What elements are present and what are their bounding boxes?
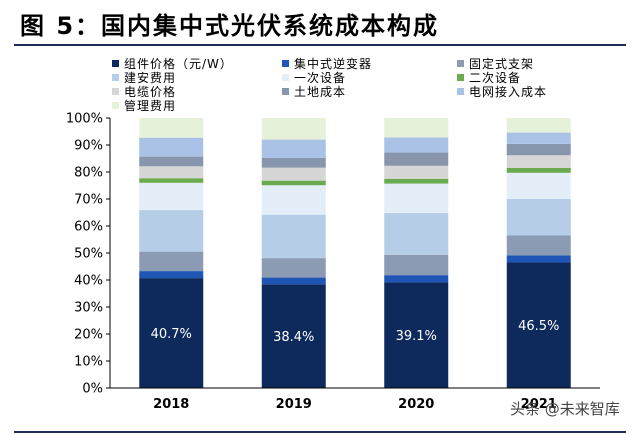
bar-segment [384,183,449,214]
bar-segment [384,137,449,153]
title-divider [14,44,626,46]
legend-label: 一次设备 [294,70,347,85]
legend-item: 电网接入成本 [457,84,548,99]
bar-segment [384,254,449,276]
y-tick-label: 90% [74,139,103,154]
legend-item: 集中式逆变器 [282,56,373,71]
bar-stacks: 40.7% 38.4% 39.1% 46.5% [139,118,571,388]
y-tick-label: 30% [74,301,103,316]
legend-label: 电网接入成本 [469,84,548,99]
bar-segment [261,139,326,158]
bar-segment [384,282,449,388]
y-tick-label: 80% [74,166,103,181]
bar-segment [384,178,449,184]
bar-segment [261,185,326,215]
legend-swatch [457,73,464,81]
legend-swatch [282,87,289,95]
bar-segment [139,251,204,272]
bar-segment [506,199,571,236]
bottom-divider [14,431,626,433]
bar-segment [506,118,571,133]
bar-segment [139,278,204,388]
bar-segment [261,214,326,259]
data-label: 39.1% [396,329,437,344]
bar-segment [506,262,571,388]
legend-swatch [282,73,289,81]
figure-title: 图 5：国内集中式光伏系统成本构成 [20,12,440,40]
legend-label: 电缆价格 [124,84,177,99]
data-label: 40.7% [151,327,192,342]
y-axis: 0% 10% 20% 30% 40% 50% 60% 70% 80% 90% 100% [66,112,111,397]
legend-item: 管理费用 [112,98,177,113]
watermark-text: 头条 @未来智库 [510,400,620,418]
bar-segment [506,235,571,256]
bar-segment [506,132,571,144]
bar-segment [384,165,449,179]
legend-swatch [112,87,119,95]
legend-swatch [112,73,119,81]
bar-segment [261,284,326,388]
legend-item: 一次设备 [282,70,347,85]
data-label: 38.4% [273,330,314,345]
legend-swatch [457,59,464,67]
bar-segment [139,118,204,138]
bar-segment [139,182,204,211]
data-label: 46.5% [518,319,559,334]
bar-segment [261,167,326,181]
chart-legend: 组件价格（元/W） 集中式逆变器 固定式支架建安费用 一次设备 二次设备电缆价格 土地成本… [112,56,632,113]
bar-segment [384,118,449,138]
legend-label: 二次设备 [469,70,522,85]
legend-item: 固定式支架 [457,56,535,71]
legend-label: 集中式逆变器 [294,56,373,71]
bar-segment [139,271,204,279]
legend-label: 管理费用 [124,98,177,113]
bar-segment [139,210,204,252]
bar-segment [139,156,204,167]
bar-segment [261,157,326,168]
y-tick-label: 10% [74,355,103,370]
bar-segment [506,167,571,173]
y-tick-label: 0% [82,382,103,397]
bar-segment [384,213,449,255]
legend-swatch [282,59,289,67]
legend-swatch [112,59,119,67]
bar-segment [384,275,449,283]
bar-segment [139,137,204,157]
y-tick-label: 40% [74,274,103,289]
bar-segment [506,172,571,199]
bar-segment [384,152,449,166]
bar-segment [261,180,326,186]
legend-label: 土地成本 [294,84,347,99]
y-tick-label: 20% [74,328,103,343]
bar-segment [261,258,326,278]
bar-segment [506,155,571,168]
legend-item: 组件价格（元/W） [112,56,233,71]
bar-segment [139,178,204,183]
y-tick-label: 70% [74,193,103,208]
y-tick-label: 100% [66,112,103,127]
legend-label: 组件价格（元/W） [124,56,233,71]
bar-segment [139,166,204,179]
legend-label: 固定式支架 [469,56,535,71]
bar-segment [506,143,571,156]
legend-swatch [112,101,119,109]
legend-item: 土地成本 [282,84,347,99]
x-tick-label: 2020 [398,397,434,412]
y-tick-label: 60% [74,220,103,235]
legend-swatch [457,87,464,95]
bar-segment [506,255,571,263]
legend-item: 建安费用 [112,70,177,85]
x-tick-label: 2019 [276,397,312,412]
legend-label: 建安费用 [124,70,177,85]
x-tick-label: 2018 [153,397,189,412]
bar-segment [261,118,326,140]
legend-item: 电缆价格 [112,84,177,99]
title-bar: 图 5：国内集中式光伏系统成本构成 [0,0,640,40]
y-tick-label: 50% [74,247,103,262]
bar-segment [261,277,326,285]
legend-item: 二次设备 [457,70,522,85]
